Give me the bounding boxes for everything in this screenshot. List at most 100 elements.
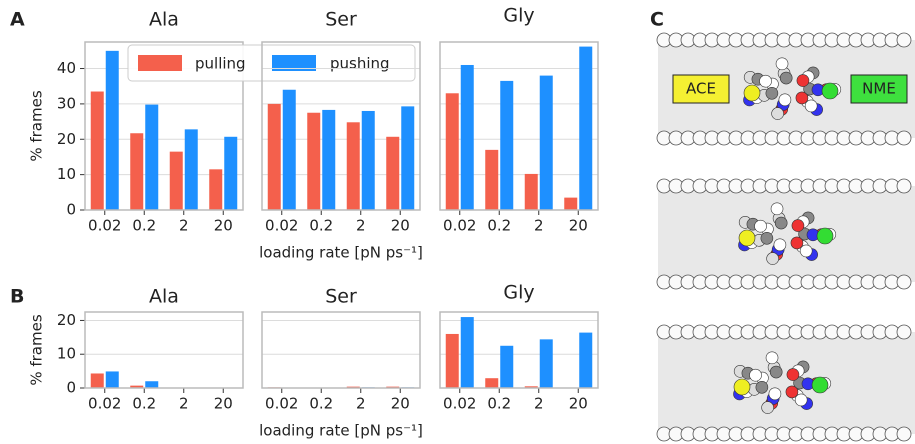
atom bbox=[791, 219, 805, 232]
atom bbox=[779, 71, 793, 85]
x-tick-label: 0.2 bbox=[487, 217, 511, 235]
chart-title: Ala bbox=[149, 286, 179, 308]
wall-atom bbox=[896, 32, 912, 48]
bar bbox=[539, 339, 553, 388]
x-tick-label: 0.02 bbox=[443, 217, 476, 235]
wall-atom bbox=[896, 426, 912, 442]
atom bbox=[796, 74, 810, 87]
annotation: NME bbox=[862, 80, 896, 98]
y-axis-label: % frames bbox=[28, 90, 46, 162]
bar bbox=[564, 197, 578, 210]
atom bbox=[768, 387, 782, 401]
nme-box bbox=[850, 74, 908, 104]
bar bbox=[224, 136, 238, 210]
x-tick-label: 20 bbox=[214, 217, 233, 235]
bar bbox=[145, 381, 159, 388]
bar bbox=[130, 133, 144, 210]
bar bbox=[169, 151, 183, 210]
panel-label: C bbox=[650, 9, 664, 31]
x-tick-label: 0.2 bbox=[309, 395, 333, 413]
bar bbox=[184, 129, 198, 210]
axes-frame bbox=[84, 311, 244, 389]
bar bbox=[307, 112, 321, 210]
bar bbox=[524, 173, 538, 210]
x-tick-label: 2 bbox=[534, 217, 544, 235]
atom bbox=[785, 385, 799, 399]
atom bbox=[795, 91, 809, 105]
atom bbox=[773, 238, 787, 252]
snapshot bbox=[656, 324, 915, 442]
x-tick-label: 2 bbox=[534, 395, 544, 413]
x-axis-label: loading rate [pN ps⁻¹] bbox=[259, 422, 423, 440]
chart-title: Gly bbox=[503, 5, 534, 27]
bar bbox=[105, 371, 119, 388]
x-tick-label: 0.02 bbox=[265, 217, 298, 235]
wall-atom bbox=[896, 324, 912, 340]
bar bbox=[539, 75, 553, 210]
atom bbox=[770, 202, 784, 216]
atom bbox=[761, 401, 774, 414]
atom bbox=[778, 93, 792, 107]
chart-title: Gly bbox=[503, 282, 534, 304]
panel-label: B bbox=[10, 286, 24, 308]
x-tick-label: 2 bbox=[179, 395, 189, 413]
atom bbox=[799, 244, 813, 258]
cap-atom bbox=[821, 82, 839, 100]
atom bbox=[786, 368, 800, 381]
bar bbox=[145, 104, 159, 210]
atom bbox=[774, 216, 788, 230]
bar bbox=[445, 333, 459, 388]
axes-frame bbox=[261, 41, 421, 211]
bar bbox=[209, 169, 223, 210]
x-tick-label: 0.02 bbox=[443, 395, 476, 413]
legend-box bbox=[127, 44, 416, 82]
x-tick-label: 0.2 bbox=[487, 395, 511, 413]
bar bbox=[500, 345, 514, 388]
atom bbox=[766, 252, 779, 265]
atom bbox=[794, 393, 808, 407]
chart-title: Ser bbox=[325, 286, 357, 308]
annotation: ACE bbox=[686, 80, 716, 98]
atom bbox=[765, 86, 779, 100]
bar bbox=[105, 50, 119, 211]
atom bbox=[755, 380, 769, 394]
bar bbox=[346, 122, 360, 210]
bar bbox=[485, 149, 499, 210]
axes-frame bbox=[84, 41, 244, 211]
axes-frame bbox=[261, 311, 421, 389]
bar bbox=[485, 378, 499, 388]
atom bbox=[765, 351, 779, 365]
y-tick-label: 20 bbox=[57, 130, 76, 148]
x-tick-label: 0.02 bbox=[88, 217, 121, 235]
chart-title: Ser bbox=[325, 9, 357, 31]
y-tick-label: 30 bbox=[57, 94, 76, 112]
axes-frame bbox=[439, 311, 599, 389]
channel bbox=[658, 186, 915, 282]
cap-atom bbox=[743, 84, 761, 102]
bar bbox=[130, 385, 144, 388]
bar bbox=[524, 386, 538, 388]
x-axis-label: loading rate [pN ps⁻¹] bbox=[259, 244, 423, 262]
bar bbox=[267, 103, 281, 210]
x-tick-label: 0.02 bbox=[265, 395, 298, 413]
atom bbox=[749, 368, 762, 382]
x-tick-label: 0.2 bbox=[132, 395, 156, 413]
bar bbox=[579, 332, 593, 388]
atom bbox=[769, 365, 783, 379]
bar bbox=[445, 93, 459, 210]
atom bbox=[775, 57, 789, 71]
x-tick-label: 0.02 bbox=[88, 395, 121, 413]
bar bbox=[282, 89, 296, 210]
axes-frame bbox=[439, 41, 599, 211]
snapshot bbox=[656, 178, 915, 290]
x-tick-label: 2 bbox=[179, 217, 189, 235]
bar bbox=[401, 106, 415, 210]
wall-atom bbox=[896, 130, 912, 146]
bar bbox=[460, 64, 474, 210]
ace-box bbox=[672, 74, 730, 104]
bar bbox=[579, 46, 593, 210]
wall-atom bbox=[896, 274, 912, 290]
bar bbox=[361, 110, 375, 210]
legend-swatch bbox=[272, 55, 316, 71]
bar bbox=[90, 373, 104, 388]
